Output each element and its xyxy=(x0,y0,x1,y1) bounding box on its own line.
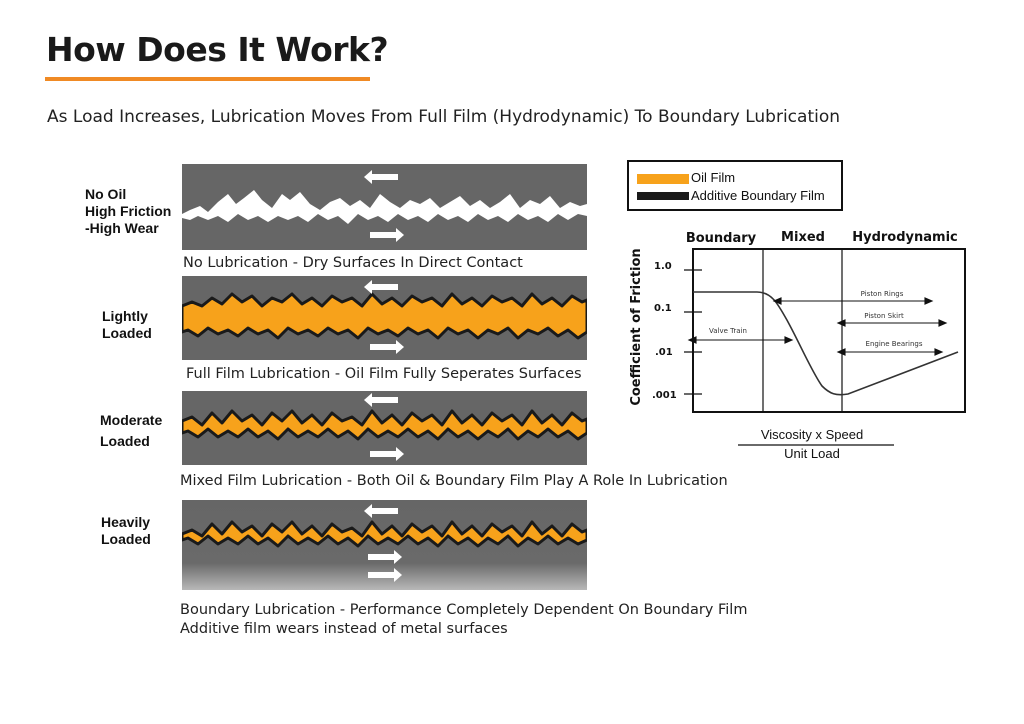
y-tick-label: .01 xyxy=(655,347,673,358)
regime-label-line: Moderate xyxy=(100,412,163,428)
regime-label-line: Lightly xyxy=(102,308,148,324)
range-label: Piston Rings xyxy=(861,290,904,298)
friction-curve xyxy=(693,291,959,396)
regime-caption-secondary: Additive film wears instead of metal sur… xyxy=(180,621,508,637)
regime-label-line: No Oil xyxy=(85,186,127,202)
legend-label: Additive Boundary Film xyxy=(691,188,825,203)
y-axis-label: Coefficient of Friction xyxy=(629,248,644,405)
surface-panel-mixed-film xyxy=(182,391,587,465)
regime-label-light: Lightly Loaded xyxy=(102,308,152,342)
title-underline xyxy=(45,77,370,81)
surface-panel-full-film xyxy=(182,276,587,360)
x-axis-label-denominator: Unit Load xyxy=(784,446,840,461)
region-label: Hydrodynamic xyxy=(852,230,958,245)
regime-caption: Boundary Lubrication - Performance Compl… xyxy=(180,602,748,618)
regime-label-line: High Friction xyxy=(85,203,172,219)
surface-panel-boundary xyxy=(182,500,587,590)
regime-label-line: Loaded xyxy=(102,325,152,341)
legend-label: Oil Film xyxy=(691,170,736,185)
boundary-film-swatch xyxy=(637,192,689,200)
x-axis-label-numerator: Viscosity x Speed xyxy=(761,427,863,442)
plot-frame xyxy=(692,248,966,413)
regime-label-moderate: Moderate Loaded xyxy=(100,410,162,452)
regime-label-line: Heavily xyxy=(101,514,151,530)
page-title: How Does It Work? xyxy=(46,30,389,69)
regime-label-heavy: Heavily Loaded xyxy=(101,514,151,548)
range-label: Valve Train xyxy=(709,327,747,335)
regime-caption: Mixed Film Lubrication - Both Oil & Boun… xyxy=(180,473,728,489)
y-tick-label: 1.0 xyxy=(654,261,672,272)
range-label: Piston Skirt xyxy=(864,312,904,320)
regime-label-line: Loaded xyxy=(100,433,150,449)
y-tick-label: 0.1 xyxy=(654,303,672,314)
stribeck-curve-graph: Boundary Mixed Hydrodynamic Coefficient … xyxy=(629,230,966,461)
page-subtitle: As Load Increases, Lubrication Moves Fro… xyxy=(47,107,841,127)
region-label: Boundary xyxy=(686,231,757,246)
regime-label-no-oil: No Oil High Friction -High Wear xyxy=(85,186,171,237)
regime-caption: Full Film Lubrication - Oil Film Fully S… xyxy=(186,366,582,382)
surface-panel-dry xyxy=(182,164,587,250)
regime-label-line: -High Wear xyxy=(85,220,159,236)
y-tick-label: .001 xyxy=(652,390,677,401)
regime-caption: No Lubrication - Dry Surfaces In Direct … xyxy=(183,255,523,271)
oil-film-swatch xyxy=(637,174,689,184)
legend: Oil Film Additive Boundary Film xyxy=(627,160,843,211)
range-label: Engine Bearings xyxy=(866,340,923,348)
region-label: Mixed xyxy=(781,230,825,245)
regime-label-line: Loaded xyxy=(101,531,151,547)
